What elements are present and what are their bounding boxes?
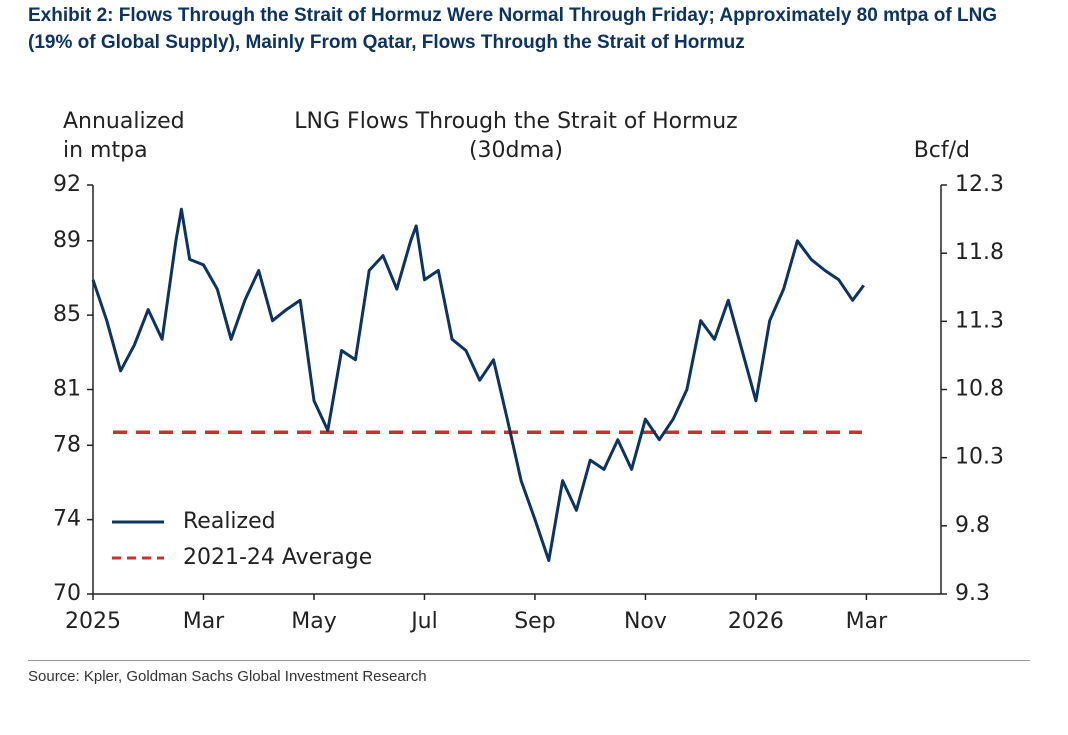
x-tick-label: Sep	[514, 609, 555, 634]
y2-tick-label: 11.3	[955, 308, 1004, 333]
data-line	[91, 207, 865, 562]
y-tick-label: 78	[53, 432, 81, 457]
y2-tick-label: 12.3	[955, 172, 1004, 197]
x-tick-label: May	[291, 609, 336, 634]
y2-tick-label: 10.3	[955, 445, 1004, 470]
x-tick-label: Mar	[183, 609, 225, 634]
x-tick-label: 2025	[65, 609, 121, 634]
y2-tick-label: 11.8	[955, 240, 1004, 265]
x-tick-label: 2026	[728, 609, 784, 634]
heading: Exhibit 2: Flows Through the Strait of H…	[28, 5, 998, 53]
chart-title: LNG Flows Through the Strait of Hormuz	[294, 109, 737, 134]
rule	[28, 660, 1030, 661]
legend-label: Realized	[183, 509, 276, 534]
y-tick-label: 89	[53, 228, 81, 253]
y-tick-label: 92	[53, 172, 81, 197]
legend-label: 2021-24 Average	[183, 545, 372, 570]
y-tick-label: 81	[53, 377, 81, 402]
y2-axis-label: Bcf/d	[914, 138, 970, 163]
chart: LNG Flows Through the Strait of Hormuz (…	[53, 109, 1004, 634]
x-tick-label: Mar	[846, 609, 888, 634]
y-axis-label: Annualized	[63, 109, 185, 134]
y-tick-label: 70	[53, 581, 81, 606]
y-tick-label: 85	[53, 302, 81, 327]
source: Source: Kpler, Goldman Sachs Global Inve…	[28, 668, 427, 685]
y-tick-label: 74	[53, 507, 81, 532]
x-tick-label: Nov	[624, 609, 667, 634]
y2-tick-label: 10.8	[955, 377, 1004, 402]
y-axis-label: in mtpa	[63, 138, 148, 163]
y2-tick-label: 9.8	[955, 513, 990, 538]
x-tick-label: Jul	[409, 609, 438, 634]
chart-subtitle: (30dma)	[469, 138, 563, 163]
y2-tick-label: 9.3	[955, 581, 990, 606]
